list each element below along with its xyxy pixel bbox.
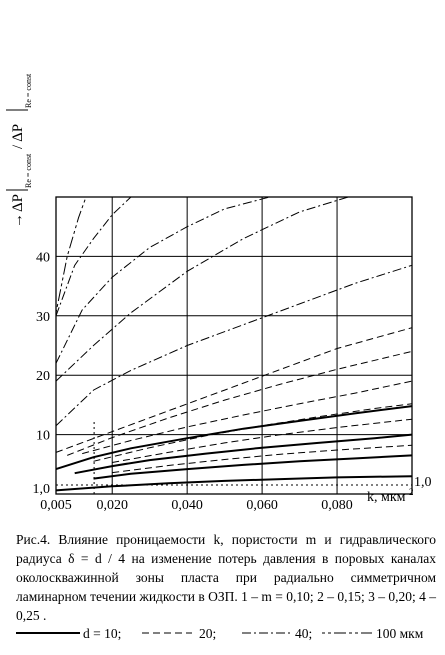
- y-axis-sub2: Re = const: [24, 73, 33, 108]
- legend-label-0: d = 10;: [83, 626, 121, 641]
- y-axis-delta-p: ΔP: [10, 194, 26, 212]
- series-line-1: [74, 433, 413, 475]
- series-line-2: [93, 454, 413, 480]
- series-line-3: [55, 475, 413, 492]
- y-tick-label-3: 30: [36, 310, 50, 325]
- figure-caption: Рис.4. Влияние проницаемости k, пористос…: [16, 532, 436, 623]
- x-tick-label-0: 0,005: [40, 498, 72, 513]
- series-line-10: [55, 196, 349, 382]
- series-line-0: [55, 405, 413, 471]
- series-line-11: [55, 264, 413, 427]
- y-tick-label-1: 10: [36, 429, 50, 444]
- x-tick-label-4: 0,080: [321, 498, 353, 513]
- x-axis-label: k, мкм: [367, 490, 406, 505]
- y-tick-label-4: 40: [36, 250, 50, 265]
- y-tick-label-2: 20: [36, 369, 50, 384]
- series-line-9: [112, 444, 413, 474]
- y-tick-label-0: 1,0: [33, 482, 51, 497]
- right-tick-label: 1,0: [414, 475, 432, 490]
- tick-labels: 0,005 0,020 0,040 0,060 0,080 1,0 10 20 30 40: [33, 250, 353, 513]
- series-line-14: [55, 196, 87, 313]
- series-line-4: [55, 327, 413, 453]
- y-axis-label: → ΔP Re = const / ΔP Re = const: [6, 73, 33, 228]
- y-axis-sub1: Re = const: [24, 153, 33, 188]
- legend-label-3: 100 мкм: [376, 626, 424, 641]
- chart: 0,005 0,020 0,040 0,060 0,080 1,0 10 20 30 40 1,0…: [6, 73, 432, 513]
- series-line-12: [55, 196, 270, 364]
- legend-label-2: 40;: [295, 626, 312, 641]
- x-axis-label-exponent: 2: [409, 487, 414, 497]
- y-axis-arrow: →: [10, 213, 26, 228]
- x-tick-label-3: 0,060: [246, 498, 278, 513]
- legend: d = 10; 20; 40; 100 мкм: [16, 626, 424, 641]
- x-tick-label-1: 0,020: [96, 498, 128, 513]
- grid: [55, 197, 412, 494]
- series-group: [55, 196, 413, 492]
- series-line-5: [67, 350, 413, 456]
- x-tick-label-2: 0,040: [171, 498, 203, 513]
- series-line-6: [82, 380, 413, 455]
- legend-label-1: 20;: [199, 626, 216, 641]
- y-axis-mid: / ΔP: [10, 124, 26, 149]
- series-line-13: [55, 196, 132, 316]
- series-line-8: [112, 418, 413, 463]
- plot-area: [55, 196, 413, 495]
- series-line-7: [93, 403, 413, 462]
